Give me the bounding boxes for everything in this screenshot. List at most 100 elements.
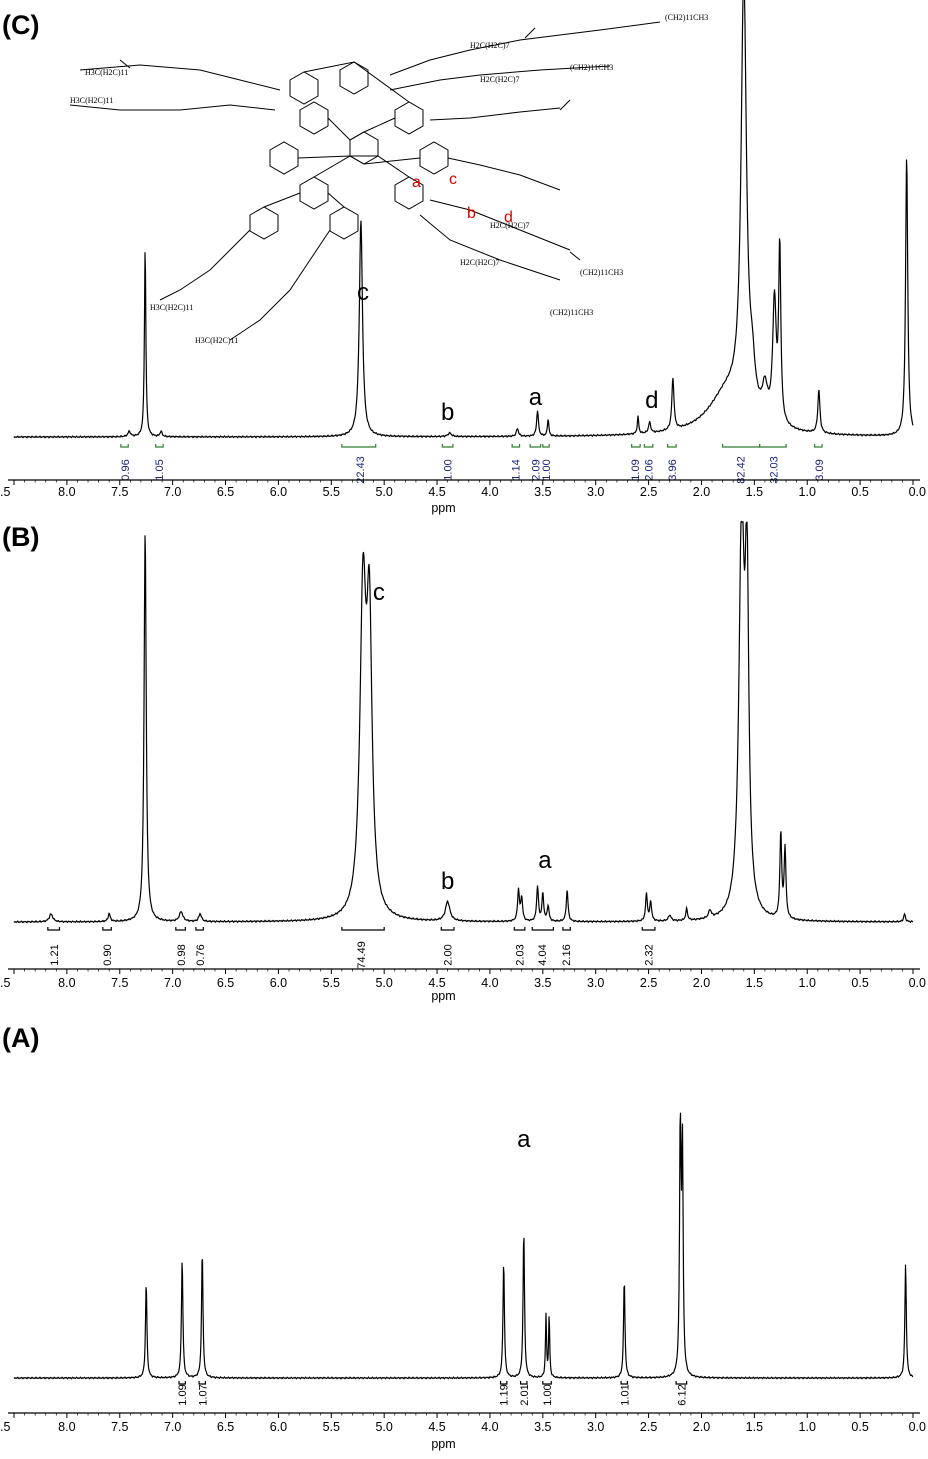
chain-label: (CH2)11CH3 bbox=[550, 308, 593, 317]
assignment-label-c: c bbox=[449, 171, 457, 188]
integral-bracket bbox=[641, 927, 656, 931]
integral-bracket bbox=[499, 1381, 508, 1385]
x-tick-label: 4.0 bbox=[481, 1420, 498, 1434]
integral-bracket bbox=[440, 927, 455, 931]
integral-bracket bbox=[542, 444, 550, 448]
x-tick-label: 4.0 bbox=[481, 485, 498, 499]
x-tick-label: 6.0 bbox=[270, 1420, 287, 1434]
x-tick-label: 4.5 bbox=[428, 1420, 445, 1434]
x-tick-label: 2.5 bbox=[640, 1420, 657, 1434]
x-tick-label: 3.5 bbox=[534, 976, 551, 990]
integral-bracket bbox=[511, 444, 521, 448]
integral-value: 0.90 bbox=[102, 944, 114, 965]
integral-value: 1.01 bbox=[619, 1384, 631, 1405]
integral-bracket bbox=[542, 1381, 552, 1385]
integral-value: 2.16 bbox=[561, 944, 573, 965]
integral-value: 74.49 bbox=[356, 941, 368, 969]
integral-bracket bbox=[620, 1381, 629, 1385]
peak-label-a: a bbox=[529, 384, 543, 411]
x-tick-label: 3.0 bbox=[587, 976, 604, 990]
peak-label-a: a bbox=[538, 847, 552, 874]
peak-label-c: c bbox=[357, 279, 369, 306]
chain-label: H3C(H2C)11 bbox=[85, 68, 128, 77]
x-tick-label: 3.0 bbox=[587, 1420, 604, 1434]
integral-value: 1.05 bbox=[154, 459, 166, 480]
x-tick-label: 2.0 bbox=[693, 1420, 710, 1434]
integral-bracket bbox=[175, 927, 186, 931]
integral-value: 6.12 bbox=[676, 1384, 688, 1405]
spectrum-line bbox=[13, 520, 913, 924]
x-tick-label: 4.5 bbox=[428, 976, 445, 990]
integral-bracket bbox=[814, 444, 823, 448]
x-axis-label: ppm bbox=[431, 501, 455, 515]
integral-value: 1.00 bbox=[541, 459, 553, 480]
x-tick-label: 3.5 bbox=[534, 1420, 551, 1434]
x-tick-label: .5 bbox=[0, 485, 10, 499]
x-tick-label: 1.5 bbox=[746, 1420, 763, 1434]
integral-bracket bbox=[667, 444, 677, 448]
peak-label-a: a bbox=[517, 1126, 531, 1153]
x-axis-label: ppm bbox=[431, 1437, 455, 1451]
spectrum-panel-c: cba d0.96 1.05 22.43 1.00 1.14 2.091.00 1.09 2.0… bbox=[0, 0, 926, 515]
integral-bracket bbox=[631, 444, 641, 448]
x-tick-label: 7.0 bbox=[164, 1420, 181, 1434]
integral-value: 2.00 bbox=[443, 944, 455, 965]
integral-bracket bbox=[120, 444, 129, 448]
x-tick-label: 2.5 bbox=[640, 976, 657, 990]
integral-bracket bbox=[47, 927, 61, 931]
integral-value: 4.04 bbox=[537, 944, 549, 965]
chain-label: H3C(H2C)11 bbox=[150, 303, 193, 312]
x-tick-label: 6.0 bbox=[270, 976, 287, 990]
chain-label: H2C(H2C)7 bbox=[470, 41, 510, 50]
x-tick-label: 8.0 bbox=[58, 976, 75, 990]
x-tick-label: 8.0 bbox=[58, 1420, 75, 1434]
peak-label-b: b bbox=[441, 868, 454, 895]
dendrimer-structure-drawing: (CH2)11CH3 (CH2)11CH3 (CH2)11CH3 (CH2)11… bbox=[69, 13, 708, 345]
integral-bracket bbox=[675, 1381, 688, 1385]
x-tick-label: 3.5 bbox=[534, 485, 551, 499]
x-tick-label: 5.5 bbox=[323, 976, 340, 990]
spectrum-panel-a: a 1.09 1.07 1.19 2.01 1.00 1.01 6.12 .5 8.0 7.5 7.0… bbox=[0, 1112, 926, 1451]
x-tick-label: .5 bbox=[0, 976, 10, 990]
x-tick-label: 6.5 bbox=[217, 976, 234, 990]
integral-bracket bbox=[513, 927, 526, 931]
peak-label-d: d bbox=[645, 387, 658, 414]
x-tick-label: 1.0 bbox=[799, 976, 816, 990]
chain-label: H3C(H2C)11 bbox=[195, 336, 238, 345]
x-tick-label: .5 bbox=[0, 1420, 10, 1434]
x-tick-label: 5.5 bbox=[323, 1420, 340, 1434]
integral-value: 2.09 bbox=[530, 459, 542, 480]
integral-bracket bbox=[562, 927, 571, 931]
x-tick-label: 6.0 bbox=[270, 485, 287, 499]
panel-label-c: (C) bbox=[2, 10, 39, 40]
integral-value: 1.09 bbox=[630, 459, 642, 480]
integral-value: 1.00 bbox=[443, 459, 455, 480]
x-tick-label: 6.5 bbox=[217, 1420, 234, 1434]
x-tick-label: 2.5 bbox=[640, 485, 657, 499]
integral-value: 22.43 bbox=[355, 456, 367, 484]
integral-bracket bbox=[178, 1381, 186, 1385]
x-tick-label: 5.0 bbox=[375, 485, 392, 499]
spectrum-line bbox=[13, 0, 914, 439]
x-tick-label: 7.0 bbox=[164, 976, 181, 990]
panel-label-b: (B) bbox=[2, 522, 39, 552]
x-tick-label: 8.0 bbox=[58, 485, 75, 499]
x-tick-label: 0.5 bbox=[851, 1420, 868, 1434]
integral-value: 2.32 bbox=[644, 944, 656, 965]
integral-value: 1.14 bbox=[510, 459, 522, 480]
spectrum-line bbox=[13, 1112, 914, 1380]
x-tick-label: 7.5 bbox=[111, 1420, 128, 1434]
integral-bracket bbox=[195, 927, 204, 931]
integral-value: 0.76 bbox=[195, 944, 207, 965]
integral-value: 1.07 bbox=[197, 1384, 209, 1405]
chain-label: H2C(H2C)7 bbox=[480, 75, 520, 84]
x-tick-label: 1.5 bbox=[746, 976, 763, 990]
x-axis-label: ppm bbox=[431, 989, 455, 1003]
x-tick-label: 7.0 bbox=[164, 485, 181, 499]
integral-bracket bbox=[529, 444, 542, 448]
x-tick-label: 7.5 bbox=[111, 485, 128, 499]
integral-bracket bbox=[341, 927, 385, 931]
chain-label: H2C(H2C)7 bbox=[460, 258, 500, 267]
x-tick-label: 3.0 bbox=[587, 485, 604, 499]
x-tick-label: 2.0 bbox=[693, 485, 710, 499]
